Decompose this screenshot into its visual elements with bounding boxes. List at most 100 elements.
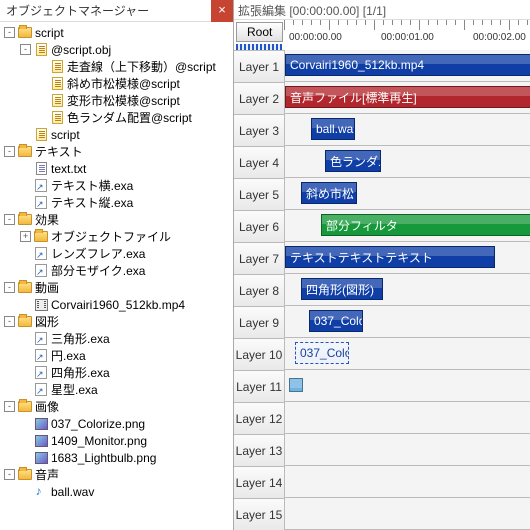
layer-name[interactable]: Layer 14 <box>234 466 284 498</box>
layer-track[interactable] <box>285 498 530 529</box>
tree-item[interactable]: レンズフレア.exa <box>4 245 233 262</box>
layer-track[interactable]: 037_Colo <box>285 338 530 369</box>
tree-item[interactable]: -script <box>4 24 233 41</box>
tree-item[interactable]: -@script.obj <box>4 41 233 58</box>
layer-track[interactable]: テキストテキストテキスト <box>285 242 530 273</box>
timeline-clip[interactable]: ball.wa <box>311 118 355 140</box>
timeline-clip[interactable]: 音声ファイル[標準再生] <box>285 86 530 108</box>
close-button[interactable]: × <box>211 0 233 22</box>
layer-track[interactable] <box>285 434 530 465</box>
tree-item[interactable]: +オブジェクトファイル <box>4 228 233 245</box>
tree-item-label: text.txt <box>51 162 86 176</box>
tree-item-label: テキスト横.exa <box>51 177 133 194</box>
tree-item[interactable]: -画像 <box>4 398 233 415</box>
layer-track[interactable]: 037_Colo <box>285 306 530 337</box>
tree-item[interactable]: 1409_Monitor.png <box>4 432 233 449</box>
layer-name[interactable]: Layer 15 <box>234 498 284 530</box>
tree-item[interactable]: 走査線（上下移動）@script <box>4 58 233 75</box>
layer-track[interactable] <box>285 370 530 401</box>
layer-track[interactable] <box>285 466 530 497</box>
tree-item[interactable]: 四角形.exa <box>4 364 233 381</box>
timeline-clip[interactable]: 部分フィルタ <box>321 214 530 236</box>
tree-item[interactable]: 色ランダム配置@script <box>4 109 233 126</box>
tree-item[interactable]: 斜め市松模様@script <box>4 75 233 92</box>
timeline-clip[interactable]: 四角形(図形) <box>301 278 383 300</box>
timeline-clip[interactable]: テキストテキストテキスト <box>285 246 495 268</box>
tree-toggle[interactable]: - <box>4 214 15 225</box>
tree-item[interactable]: ball.wav <box>4 483 233 500</box>
layer-name[interactable]: Layer 5 <box>234 178 284 210</box>
tree-toggle[interactable]: - <box>4 316 15 327</box>
exa-file-icon <box>33 264 49 278</box>
exa-file-icon <box>33 247 49 261</box>
tree-item-label: 円.exa <box>51 347 86 364</box>
layer-tracks[interactable]: Corvairi1960_512kb.mp4 音声ファイル[標準再生] ball.w… <box>284 50 530 530</box>
layers-area: Layer 1Layer 2Layer 3Layer 4Layer 5Layer… <box>234 50 530 530</box>
timeline-clip[interactable]: 色ランダム <box>325 150 381 172</box>
tree-toggle[interactable]: - <box>4 27 15 38</box>
layer-track[interactable]: 四角形(図形) <box>285 274 530 305</box>
timeline-clip[interactable]: 037_Colo <box>309 310 363 332</box>
tree-item[interactable]: -音声 <box>4 466 233 483</box>
layer-track[interactable] <box>285 402 530 433</box>
tree-toggle[interactable]: - <box>4 282 15 293</box>
tree-item-label: 斜め市松模様@script <box>67 75 180 92</box>
tree-item[interactable]: -テキスト <box>4 143 233 160</box>
folder-icon <box>17 315 33 329</box>
tree-toggle[interactable]: - <box>20 44 31 55</box>
tree-item[interactable]: 部分モザイク.exa <box>4 262 233 279</box>
tree-item[interactable]: text.txt <box>4 160 233 177</box>
layer-track[interactable]: 斜め市松 <box>285 178 530 209</box>
layer-name[interactable]: Layer 2 <box>234 82 284 114</box>
tree-view[interactable]: -script-@script.obj走査線（上下移動）@script斜め市松模… <box>0 22 233 530</box>
tree-toggle[interactable]: + <box>20 231 31 242</box>
tree-item[interactable]: 星型.exa <box>4 381 233 398</box>
tree-item[interactable]: 円.exa <box>4 347 233 364</box>
script-file-icon <box>33 128 49 142</box>
layer-track[interactable]: ball.wa <box>285 114 530 145</box>
layer-name[interactable]: Layer 1 <box>234 50 284 82</box>
tree-item-label: 部分モザイク.exa <box>51 262 145 279</box>
timeline-clip[interactable]: 037_Colo <box>295 342 349 364</box>
layer-name[interactable]: Layer 8 <box>234 274 284 306</box>
image-file-icon <box>33 417 49 431</box>
layer-name[interactable]: Layer 3 <box>234 114 284 146</box>
tree-item[interactable]: -動画 <box>4 279 233 296</box>
tree-item[interactable]: -効果 <box>4 211 233 228</box>
layer-track[interactable]: 色ランダム <box>285 146 530 177</box>
exa-file-icon <box>33 383 49 397</box>
tree-item-label: Corvairi1960_512kb.mp4 <box>51 298 185 312</box>
tree-item[interactable]: テキスト横.exa <box>4 177 233 194</box>
tree-item-label: script <box>51 128 80 142</box>
layer-track[interactable]: Corvairi1960_512kb.mp4 <box>285 50 530 81</box>
layer-track[interactable]: 部分フィルタ <box>285 210 530 241</box>
layer-track[interactable]: 音声ファイル[標準再生] <box>285 82 530 113</box>
layer-name[interactable]: Layer 13 <box>234 434 284 466</box>
timeline-clip[interactable]: Corvairi1960_512kb.mp4 <box>285 54 530 76</box>
time-ruler[interactable]: 00:00:00.0000:00:01.0000:00:02.00 <box>284 20 530 50</box>
tree-toggle[interactable]: - <box>4 146 15 157</box>
tree-item-label: 図形 <box>35 313 59 330</box>
layer-name[interactable]: Layer 12 <box>234 402 284 434</box>
tree-item[interactable]: Corvairi1960_512kb.mp4 <box>4 296 233 313</box>
tree-toggle[interactable]: - <box>4 469 15 480</box>
layer-name[interactable]: Layer 7 <box>234 242 284 274</box>
tree-item[interactable]: テキスト縦.exa <box>4 194 233 211</box>
time-label: 00:00:00.00 <box>289 32 342 43</box>
timeline-clip[interactable] <box>289 378 303 392</box>
layer-name[interactable]: Layer 9 <box>234 306 284 338</box>
layer-name[interactable]: Layer 10 <box>234 338 284 370</box>
layer-name[interactable]: Layer 6 <box>234 210 284 242</box>
timeline-clip[interactable]: 斜め市松 <box>301 182 357 204</box>
tree-item[interactable]: 037_Colorize.png <box>4 415 233 432</box>
exa-file-icon <box>33 196 49 210</box>
tree-item[interactable]: 三角形.exa <box>4 330 233 347</box>
layer-name[interactable]: Layer 11 <box>234 370 284 402</box>
tree-item[interactable]: 1683_Lightbulb.png <box>4 449 233 466</box>
tree-item[interactable]: script <box>4 126 233 143</box>
tree-item[interactable]: - 図形 <box>4 313 233 330</box>
layer-name[interactable]: Layer 4 <box>234 146 284 178</box>
root-button[interactable]: Root <box>236 22 283 42</box>
tree-toggle[interactable]: - <box>4 401 15 412</box>
tree-item[interactable]: 変形市松模様@script <box>4 92 233 109</box>
